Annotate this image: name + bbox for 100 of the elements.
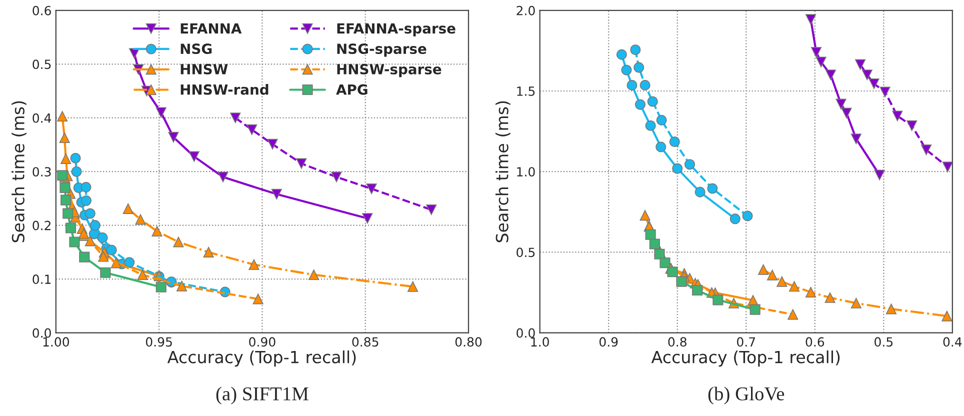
point <box>886 304 897 314</box>
point <box>616 49 627 60</box>
legend-label: HNSW <box>180 64 228 74</box>
y-tick-label: 0.0 <box>516 328 535 338</box>
y-axis-title: Search time (ms) <box>12 101 26 242</box>
point <box>135 214 146 225</box>
point <box>188 151 200 162</box>
legend-label: EFANNA <box>180 23 242 34</box>
point <box>168 132 179 142</box>
point <box>60 182 70 193</box>
point <box>730 214 740 224</box>
x-tick-label: 0.7 <box>737 337 756 347</box>
point <box>124 257 135 268</box>
point <box>868 78 880 90</box>
point <box>308 269 320 280</box>
point <box>267 138 278 150</box>
point <box>630 44 641 56</box>
point <box>62 208 74 219</box>
point <box>100 267 111 278</box>
point <box>692 284 703 296</box>
x-tick-label: 0.90 <box>249 337 276 347</box>
y-tick-label: 0.5 <box>32 60 51 70</box>
point <box>122 203 134 214</box>
legend-label: EFANNA-sparse <box>337 23 456 36</box>
point <box>750 304 760 315</box>
point <box>203 246 214 258</box>
point <box>654 248 665 260</box>
point <box>645 120 656 131</box>
point <box>676 276 687 287</box>
point <box>366 184 377 194</box>
legend-label: APG <box>336 84 368 95</box>
point <box>805 14 816 25</box>
x-axis-title: Accuracy (Top-1 recall) <box>651 350 840 367</box>
point <box>71 166 82 177</box>
point <box>836 98 846 110</box>
y-tick-label: 1.0 <box>517 167 535 177</box>
point <box>880 86 890 98</box>
point <box>788 281 800 292</box>
point <box>59 132 70 144</box>
point <box>758 264 769 275</box>
y-tick-label: 0.1 <box>32 274 51 284</box>
point <box>69 236 80 248</box>
point <box>667 266 678 278</box>
point <box>252 294 264 304</box>
point <box>173 236 184 248</box>
y-tick-label: 0.2 <box>32 220 50 230</box>
y-tick-label: 1.5 <box>517 86 535 96</box>
point <box>824 292 836 303</box>
point <box>246 124 258 135</box>
legend-label: NSG-sparse <box>337 44 426 57</box>
point <box>80 195 92 206</box>
x-axis-title: Accuracy (Top-1 recall) <box>167 350 356 367</box>
point <box>672 163 683 174</box>
point <box>80 182 92 192</box>
y-tick-label: 0.6 <box>32 6 51 16</box>
x-tick-label: 0.6 <box>806 337 824 347</box>
point <box>841 108 852 118</box>
y-tick-label: 0.3 <box>32 167 51 177</box>
point <box>176 280 188 292</box>
x-tick-label: 0.9 <box>599 337 618 347</box>
point <box>707 183 718 194</box>
point <box>57 110 68 122</box>
point <box>98 251 109 262</box>
point <box>84 208 96 219</box>
point <box>640 80 650 90</box>
point <box>137 269 148 280</box>
point <box>669 136 680 148</box>
point <box>106 244 117 256</box>
legend-label: NSG <box>180 44 212 54</box>
point <box>825 70 836 80</box>
x-tick-label: 0.95 <box>146 337 172 347</box>
point <box>788 309 798 320</box>
point <box>892 110 903 122</box>
point <box>408 281 418 292</box>
y-axis-title: Search time (ms) <box>496 101 510 242</box>
point <box>79 252 90 262</box>
x-tick-label: 0.4 <box>943 337 962 347</box>
legend-label: HNSW-sparse <box>337 64 442 78</box>
point <box>810 47 822 58</box>
x-tick-label: 0.80 <box>455 337 482 347</box>
text: (b) GloVe <box>708 386 784 404</box>
point <box>248 259 260 270</box>
point <box>862 70 872 80</box>
point <box>218 172 228 182</box>
point <box>742 210 753 222</box>
point <box>712 294 724 306</box>
point <box>942 162 952 172</box>
point <box>362 213 373 224</box>
point <box>805 286 816 298</box>
x-tick-label: 0.8 <box>668 337 686 347</box>
point <box>152 226 162 237</box>
point <box>97 232 108 243</box>
point <box>156 107 166 118</box>
point <box>90 220 100 231</box>
point <box>656 114 667 126</box>
point <box>65 222 76 234</box>
point <box>626 80 638 90</box>
y-tick-label: 2.0 <box>516 6 535 16</box>
point <box>874 170 885 180</box>
point <box>230 112 241 124</box>
